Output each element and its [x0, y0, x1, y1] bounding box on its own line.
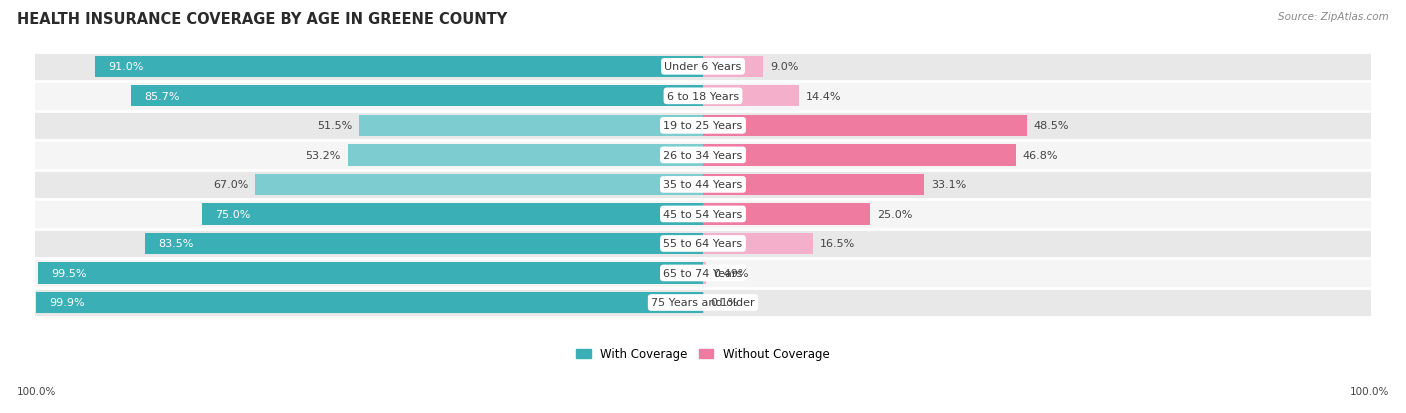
Text: 45 to 54 Years: 45 to 54 Years: [664, 209, 742, 219]
Bar: [703, 233, 813, 254]
Text: 99.9%: 99.9%: [49, 298, 84, 308]
Text: 25.0%: 25.0%: [877, 209, 912, 219]
FancyBboxPatch shape: [35, 288, 1371, 318]
Bar: [347, 145, 703, 166]
FancyBboxPatch shape: [35, 82, 1371, 112]
FancyBboxPatch shape: [35, 112, 1371, 141]
Bar: [131, 86, 703, 107]
Text: 99.5%: 99.5%: [52, 268, 87, 278]
FancyBboxPatch shape: [35, 259, 1371, 288]
Bar: [703, 204, 870, 225]
Text: 67.0%: 67.0%: [214, 180, 249, 190]
Bar: [38, 263, 703, 284]
FancyBboxPatch shape: [35, 199, 1371, 229]
Text: 100.0%: 100.0%: [1350, 387, 1389, 396]
Text: 46.8%: 46.8%: [1022, 150, 1057, 161]
Text: 0.49%: 0.49%: [713, 268, 748, 278]
Text: 48.5%: 48.5%: [1033, 121, 1069, 131]
Text: 53.2%: 53.2%: [305, 150, 342, 161]
Text: 65 to 74 Years: 65 to 74 Years: [664, 268, 742, 278]
Text: Under 6 Years: Under 6 Years: [665, 62, 741, 72]
Text: Source: ZipAtlas.com: Source: ZipAtlas.com: [1278, 12, 1389, 22]
Text: HEALTH INSURANCE COVERAGE BY AGE IN GREENE COUNTY: HEALTH INSURANCE COVERAGE BY AGE IN GREE…: [17, 12, 508, 27]
Bar: [145, 233, 703, 254]
Bar: [703, 116, 1026, 137]
Text: 35 to 44 Years: 35 to 44 Years: [664, 180, 742, 190]
Text: 83.5%: 83.5%: [159, 239, 194, 249]
Text: 55 to 64 Years: 55 to 64 Years: [664, 239, 742, 249]
Text: 6 to 18 Years: 6 to 18 Years: [666, 92, 740, 102]
Text: 91.0%: 91.0%: [108, 62, 143, 72]
Bar: [35, 292, 703, 313]
FancyBboxPatch shape: [35, 229, 1371, 259]
FancyBboxPatch shape: [35, 141, 1371, 170]
FancyBboxPatch shape: [35, 52, 1371, 82]
Bar: [703, 174, 924, 196]
Bar: [703, 145, 1015, 166]
FancyBboxPatch shape: [35, 170, 1371, 199]
Text: 85.7%: 85.7%: [143, 92, 180, 102]
Text: 16.5%: 16.5%: [820, 239, 855, 249]
Bar: [703, 57, 763, 78]
Legend: With Coverage, Without Coverage: With Coverage, Without Coverage: [572, 343, 834, 366]
Bar: [202, 204, 703, 225]
Bar: [703, 263, 706, 284]
Text: 75.0%: 75.0%: [215, 209, 250, 219]
Bar: [703, 86, 799, 107]
Bar: [359, 116, 703, 137]
Text: 51.5%: 51.5%: [318, 121, 353, 131]
Bar: [96, 57, 703, 78]
Text: 75 Years and older: 75 Years and older: [651, 298, 755, 308]
Text: 0.1%: 0.1%: [710, 298, 738, 308]
Text: 19 to 25 Years: 19 to 25 Years: [664, 121, 742, 131]
Bar: [256, 174, 703, 196]
Text: 9.0%: 9.0%: [770, 62, 799, 72]
Text: 33.1%: 33.1%: [931, 180, 966, 190]
Text: 14.4%: 14.4%: [806, 92, 841, 102]
Text: 26 to 34 Years: 26 to 34 Years: [664, 150, 742, 161]
Text: 100.0%: 100.0%: [17, 387, 56, 396]
